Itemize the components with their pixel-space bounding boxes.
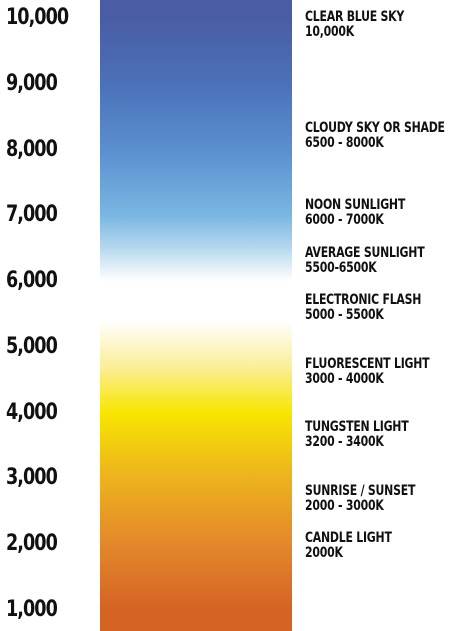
- light-source-label: TUNGSTEN LIGHT 3200 - 3400K: [305, 420, 474, 450]
- tick-label: 7,000: [6, 202, 58, 228]
- light-source-kelvin-range: 6000 - 7000K: [305, 212, 384, 228]
- tick-label: 8,000: [6, 136, 58, 162]
- light-source-label: CANDLE LIGHT 2000K: [305, 531, 474, 561]
- light-source-name: FLUORESCENT LIGHT: [305, 356, 430, 372]
- light-source-label: FLUORESCENT LIGHT 3000 - 4000K: [305, 357, 474, 387]
- light-source-kelvin-range: 2000 - 3000K: [305, 498, 384, 514]
- light-source-kelvin-range: 10,000K: [305, 24, 354, 40]
- light-source-label: SUNRISE / SUNSET 2000 - 3000K: [305, 484, 474, 514]
- light-source-name: TUNGSTEN LIGHT: [305, 419, 409, 435]
- tick-label: 1,000: [6, 597, 58, 622]
- light-source-kelvin-range: 2000K: [305, 545, 343, 561]
- light-source-kelvin-range: 3000 - 4000K: [305, 371, 384, 387]
- tick-label: 9,000: [6, 70, 58, 96]
- tick-label: 2,000: [6, 531, 58, 557]
- light-source-name: NOON SUNLIGHT: [305, 197, 406, 213]
- tick-label: 5,000: [6, 333, 58, 359]
- light-source-kelvin-range: 6500 - 8000K: [305, 135, 384, 151]
- light-source-label: ELECTRONIC FLASH 5000 - 5500K: [305, 293, 474, 323]
- light-source-label: CLEAR BLUE SKY 10,000K: [305, 10, 474, 40]
- tick-label: 10,000: [6, 5, 69, 30]
- tick-label: 3,000: [6, 465, 58, 491]
- color-temperature-gradient-bar: [100, 0, 292, 631]
- tick-label: 6,000: [6, 268, 58, 294]
- light-source-name: AVERAGE SUNLIGHT: [305, 245, 425, 261]
- light-source-label: NOON SUNLIGHT 6000 - 7000K: [305, 198, 474, 228]
- light-source-kelvin-range: 5500-6500K: [305, 260, 377, 276]
- light-source-kelvin-range: 3200 - 3400K: [305, 434, 384, 450]
- light-source-name: ELECTRONIC FLASH: [305, 292, 422, 308]
- light-source-name: CANDLE LIGHT: [305, 530, 392, 546]
- tick-label: 4,000: [6, 399, 58, 425]
- light-source-name: SUNRISE / SUNSET: [305, 483, 416, 499]
- light-source-kelvin-range: 5000 - 5500K: [305, 307, 384, 323]
- light-source-name: CLEAR BLUE SKY: [305, 9, 405, 25]
- light-source-label: CLOUDY SKY OR SHADE 6500 - 8000K: [305, 121, 474, 151]
- light-source-name: CLOUDY SKY OR SHADE: [305, 120, 445, 136]
- light-source-label: AVERAGE SUNLIGHT 5500-6500K: [305, 246, 474, 276]
